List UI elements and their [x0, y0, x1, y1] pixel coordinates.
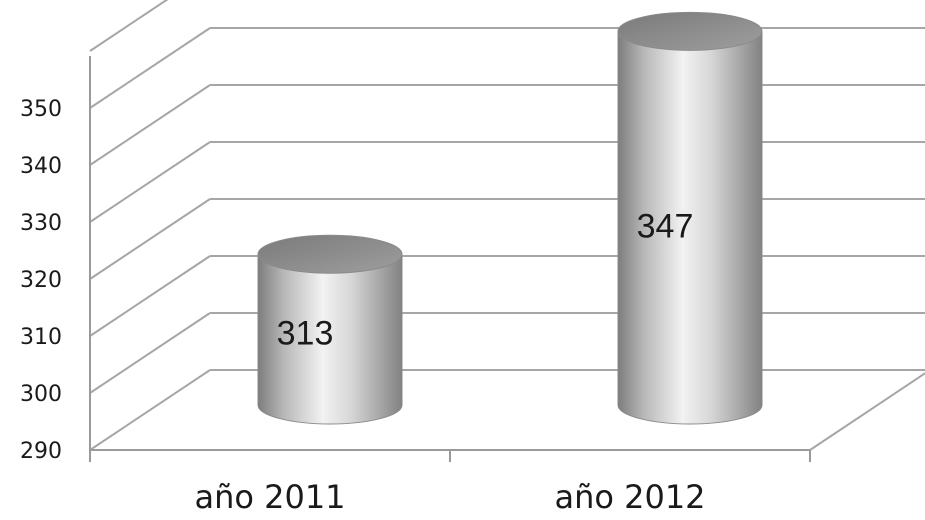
gridline-side — [89, 141, 211, 223]
x-category-label: año 2012 — [554, 478, 705, 516]
y-axis-ticks: 290 300 310 320 330 340 350 — [20, 97, 62, 464]
y-tick-label: 300 — [20, 382, 62, 407]
x-category-label: año 2011 — [194, 478, 345, 516]
bar-top — [257, 234, 403, 274]
y-tick-label: 330 — [20, 211, 62, 236]
gridline-side — [89, 198, 211, 280]
data-label: 313 — [277, 315, 334, 353]
y-tick-label: 290 — [20, 439, 62, 464]
bar-body — [257, 253, 403, 425]
gridline-side — [89, 369, 211, 451]
y-tick-label: 310 — [20, 325, 62, 350]
bars: 313 347 — [257, 11, 763, 425]
gridline-side — [89, 27, 211, 109]
y-tick-label: 320 — [20, 268, 62, 293]
gridline-side — [89, 0, 169, 52]
y-tick-label: 340 — [20, 154, 62, 179]
data-label: 347 — [637, 208, 694, 246]
gridline-side — [89, 84, 211, 166]
y-tick-label: 350 — [20, 97, 62, 122]
grid-layer — [89, 0, 925, 462]
bar-body — [617, 30, 763, 425]
bar-cylinder: 313 — [257, 234, 403, 425]
floor-edge — [809, 372, 925, 451]
bar-top — [617, 11, 763, 51]
bar-cylinder: 347 — [617, 11, 763, 425]
gridline-side — [89, 255, 211, 337]
x-axis-categories: año 2011 año 2012 — [194, 478, 705, 516]
gridline-side — [89, 312, 211, 394]
